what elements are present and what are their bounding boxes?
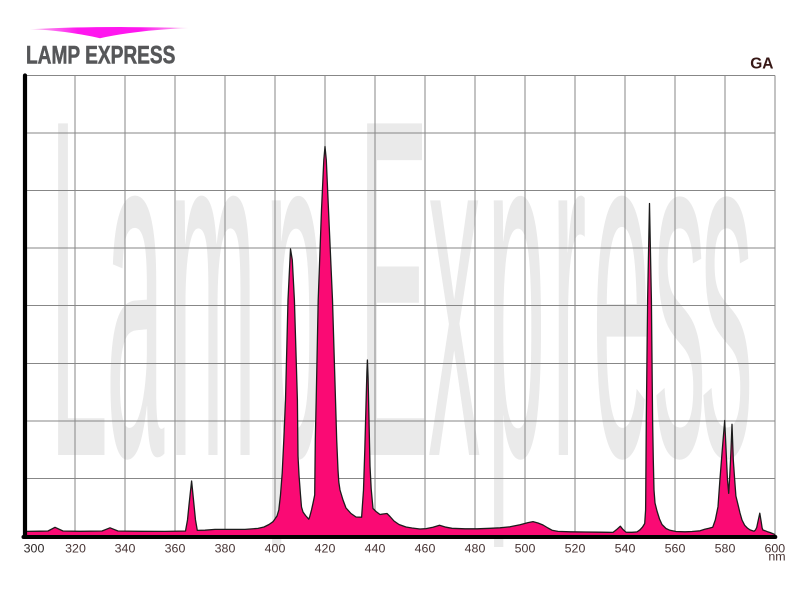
svg-text:440: 440 xyxy=(365,542,386,556)
svg-text:LAMP EXPRESS: LAMP EXPRESS xyxy=(26,41,175,69)
svg-text:400: 400 xyxy=(265,542,286,556)
svg-text:480: 480 xyxy=(465,542,486,556)
svg-text:360: 360 xyxy=(165,542,186,556)
svg-text:300: 300 xyxy=(24,542,45,556)
svg-text:580: 580 xyxy=(715,542,736,556)
svg-text:520: 520 xyxy=(565,542,586,556)
svg-text:380: 380 xyxy=(215,542,236,556)
svg-text:560: 560 xyxy=(665,542,686,556)
svg-text:500: 500 xyxy=(515,542,536,556)
svg-text:420: 420 xyxy=(315,542,336,556)
svg-text:340: 340 xyxy=(115,542,136,556)
svg-text:nm: nm xyxy=(768,550,785,564)
svg-text:600: 600 xyxy=(764,542,785,556)
svg-text:320: 320 xyxy=(65,542,86,556)
svg-text:GA: GA xyxy=(750,56,773,73)
svg-text:460: 460 xyxy=(415,542,436,556)
svg-text:540: 540 xyxy=(615,542,636,556)
